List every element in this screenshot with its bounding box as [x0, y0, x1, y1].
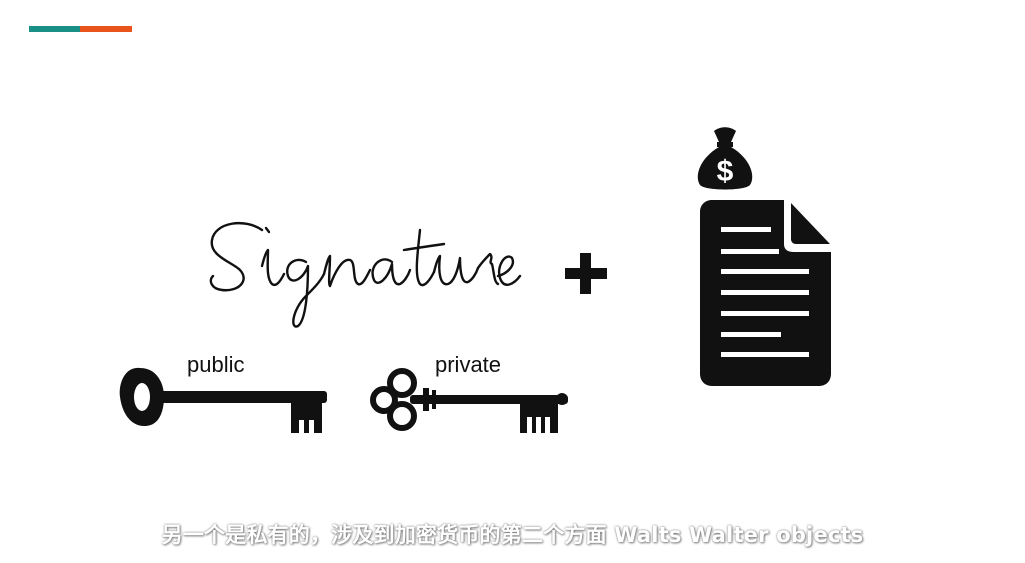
- accent-bar: [29, 26, 132, 32]
- document-icon: [700, 200, 831, 386]
- video-subtitle: 另一个是私有的，涉及到加密货币的第二个方面 Walts Walter objec…: [161, 523, 864, 547]
- public-key-icon: [119, 367, 327, 433]
- public-key-label: public: [187, 352, 245, 377]
- document-text-lines: [721, 227, 809, 357]
- plus-sign-icon: [565, 253, 607, 294]
- signature-script: [209, 222, 522, 328]
- accent-bar-teal: [29, 26, 80, 32]
- money-bag-icon: [697, 127, 753, 190]
- private-key-icon: [370, 368, 417, 431]
- private-key-label: private: [435, 352, 502, 377]
- accent-bar-orange: [80, 26, 132, 32]
- money-bag-dollar: $: [717, 155, 734, 188]
